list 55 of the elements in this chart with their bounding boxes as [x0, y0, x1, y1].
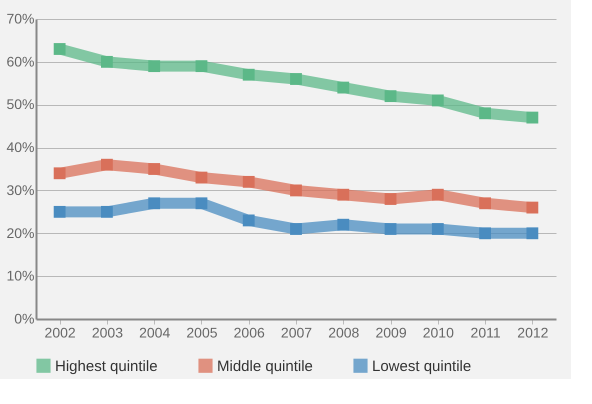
x-tick-label: 2006	[234, 324, 266, 340]
point	[54, 43, 66, 55]
point	[290, 184, 302, 196]
point	[526, 227, 538, 240]
legend-label: Lowest quintile	[372, 358, 472, 375]
point	[242, 68, 255, 81]
point	[100, 56, 113, 68]
point	[432, 223, 444, 235]
point	[432, 94, 444, 106]
x-tick-label: 2003	[92, 324, 124, 340]
point	[290, 73, 302, 85]
x-tick-label: 2004	[139, 324, 170, 340]
point	[432, 188, 444, 201]
point	[196, 197, 208, 210]
point	[526, 202, 538, 214]
point	[479, 227, 492, 240]
point	[242, 214, 255, 226]
point	[479, 197, 492, 210]
point	[148, 197, 160, 210]
point	[100, 158, 113, 171]
point	[196, 60, 208, 72]
x-tick-label: 2007	[280, 324, 312, 340]
point	[290, 223, 302, 235]
point	[54, 206, 66, 218]
point	[54, 167, 66, 180]
y-tick-label: 20%	[6, 224, 34, 241]
point	[337, 188, 350, 201]
point	[100, 206, 113, 218]
point	[384, 223, 396, 235]
point	[384, 90, 396, 102]
y-tick-label: 40%	[6, 139, 34, 156]
x-tick-label: 2012	[517, 324, 549, 340]
point	[148, 163, 160, 175]
x-tick-label: 2010	[422, 324, 454, 340]
x-tick-label: 2008	[328, 324, 360, 340]
x-tick-label: 2011	[470, 324, 501, 340]
x-tick-label: 2002	[44, 324, 76, 340]
point	[384, 193, 396, 205]
y-tick-label: 0%	[14, 310, 34, 326]
legend-label: Middle quintile	[217, 358, 313, 375]
point	[196, 172, 208, 184]
y-tick-label: 50%	[6, 96, 34, 112]
point	[337, 82, 350, 94]
x-tick-label: 2009	[375, 324, 407, 340]
y-tick-label: 70%	[6, 10, 34, 26]
y-tick-label: 10%	[6, 268, 34, 284]
y-tick-label: 60%	[6, 53, 34, 70]
x-tick-label: 2005	[186, 324, 218, 340]
y-tick-label: 30%	[6, 182, 34, 198]
legend-label: Highest quintile	[55, 358, 158, 375]
point	[242, 176, 255, 188]
point	[479, 107, 492, 120]
point	[337, 218, 350, 231]
point	[526, 112, 538, 124]
point	[148, 60, 160, 72]
